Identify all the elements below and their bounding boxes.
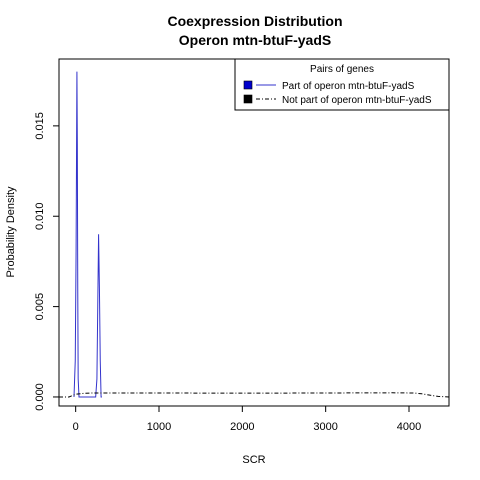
y-tick-label: 0.015 <box>34 112 46 140</box>
legend-entry-not-part: Not part of operon mtn-btuF-yadS <box>282 95 432 106</box>
x-tick-label: 1000 <box>147 421 171 433</box>
series-line-1 <box>59 392 450 398</box>
legend-swatch-part <box>243 80 253 90</box>
y-tick-label: 0.005 <box>34 293 46 321</box>
chart-title: Coexpression Distribution <box>167 13 342 29</box>
y-axis: 0.000 0.005 0.010 0.015 <box>34 112 59 411</box>
legend-title: Pairs of genes <box>310 64 374 75</box>
y-tick-label: 0.000 <box>34 383 46 411</box>
y-axis-label: Probability Density <box>5 186 17 278</box>
plot-frame <box>58 58 450 407</box>
y-tick-label: 0.010 <box>34 202 46 230</box>
series-line-0 <box>73 71 102 398</box>
x-tick-label: 3000 <box>313 421 337 433</box>
data-layer <box>59 71 450 398</box>
chart-subtitle: Operon mtn-btuF-yadS <box>179 32 331 48</box>
legend-swatch-not-part <box>243 94 253 104</box>
x-axis: 0 1000 2000 3000 4000 <box>73 406 421 433</box>
x-axis-label: SCR <box>242 454 265 466</box>
legend-entry-part: Part of operon mtn-btuF-yadS <box>282 81 415 92</box>
x-tick-label: 2000 <box>230 421 254 433</box>
x-tick-label: 4000 <box>397 421 421 433</box>
x-tick-label: 0 <box>73 421 79 433</box>
legend: Pairs of genes Part of operon mtn-btuF-y… <box>234 58 450 111</box>
